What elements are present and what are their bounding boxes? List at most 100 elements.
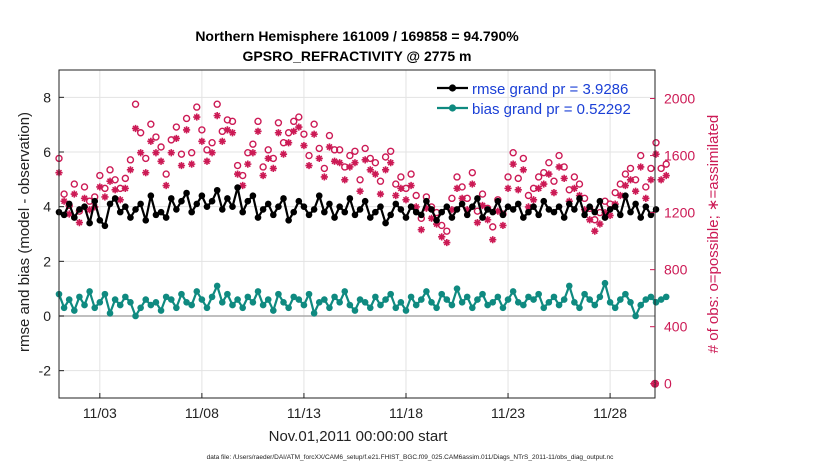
bias-point	[642, 296, 650, 303]
obs-assimilated-point	[499, 221, 507, 230]
rmse-point	[402, 214, 410, 221]
obs-assimilated-point	[412, 203, 420, 211]
obs-assimilated-point	[279, 150, 288, 158]
bias-point	[443, 296, 451, 303]
rmse-point	[448, 214, 456, 221]
obs-assimilated-point	[381, 166, 390, 174]
rmse-point	[499, 211, 507, 219]
bias-point	[622, 290, 629, 298]
series-obs-assimilated	[55, 112, 670, 247]
rmse-point	[463, 211, 471, 219]
rmse-point	[361, 197, 369, 205]
obs-possible-point	[448, 194, 456, 203]
rmse-point	[514, 200, 522, 208]
bias-point	[229, 301, 236, 309]
rmse-point	[178, 197, 185, 205]
obs-assimilated-point	[478, 201, 487, 210]
x-axis-label: Nov.01,2011 00:00:00 start	[269, 428, 449, 445]
obs-assimilated-point	[310, 130, 318, 138]
y-tick-label: 0	[43, 308, 51, 324]
obs-possible-point	[443, 227, 451, 235]
obs-assimilated-point	[366, 166, 374, 174]
obs-assimilated-point	[147, 137, 155, 145]
bias-point	[520, 301, 527, 309]
rmse-point	[428, 206, 435, 213]
series-rmse	[55, 184, 660, 230]
bias-point	[581, 290, 588, 298]
obs-assimilated-point	[315, 154, 323, 163]
bias-point	[270, 307, 277, 314]
bias-point	[183, 299, 190, 306]
bias-point	[198, 296, 206, 303]
rmse-point	[91, 197, 99, 205]
chart-title-line2: GPSRO_REFRACTIVITY @ 2775 m	[243, 48, 472, 64]
obs-assimilated-point	[116, 196, 124, 204]
obs-assimilated-point	[560, 174, 568, 182]
rmse-point	[525, 208, 532, 216]
obs-assimilated-point	[152, 149, 160, 157]
rmse-point	[576, 195, 583, 202]
obs-possible-point	[126, 156, 135, 164]
obs-possible-point	[657, 164, 665, 173]
rmse-point	[239, 208, 246, 216]
rmse-point	[198, 192, 206, 200]
bias-point	[285, 304, 292, 312]
obs-possible-point	[545, 158, 553, 167]
obs-assimilated-point	[443, 238, 451, 247]
series-obs-possible	[55, 100, 670, 235]
rmse-point	[208, 197, 216, 205]
rmse-point	[173, 206, 180, 213]
legend-bias-label: bias grand pr = 0.52292	[472, 101, 631, 118]
bias-point	[576, 304, 583, 312]
obs-assimilated-point	[453, 184, 461, 192]
obs-assimilated-point	[504, 184, 512, 192]
rmse-point	[494, 197, 502, 205]
rmse-point	[591, 208, 599, 216]
obs-assimilated-point	[126, 166, 135, 174]
bias-point	[545, 299, 553, 306]
rmse-point	[203, 203, 211, 210]
obs-assimilated-point	[336, 159, 344, 167]
obs-assimilated-point	[96, 183, 104, 191]
bias-point	[81, 301, 88, 309]
bias-point	[127, 299, 134, 306]
obs-assimilated-point	[535, 184, 543, 192]
bias-point	[361, 299, 369, 306]
rmse-point	[346, 195, 354, 202]
rmse-point	[550, 208, 558, 216]
rmse-point	[581, 211, 588, 219]
obs-assimilated-point	[137, 149, 145, 157]
obs-assimilated-point	[254, 127, 262, 135]
obs-assimilated-point	[647, 176, 655, 184]
rmse-point	[295, 197, 303, 205]
bias-point	[249, 299, 257, 306]
obs-possible-point	[468, 168, 477, 177]
rmse-point	[111, 195, 119, 202]
bias-point	[254, 288, 262, 295]
rmse-point	[632, 200, 639, 208]
bias-point	[550, 293, 558, 301]
x-tick-label: 11/03	[83, 405, 117, 421]
rmse-point	[535, 211, 542, 219]
rmse-point	[606, 206, 614, 213]
rmse-point	[270, 211, 277, 219]
obs-possible-point	[351, 147, 359, 155]
bias-point	[392, 304, 400, 312]
obs-assimilated-point	[637, 163, 645, 171]
obs-assimilated-point	[157, 157, 165, 165]
x-tick-label: 11/08	[185, 405, 219, 421]
obs-assimilated-point	[101, 193, 109, 201]
obs-assimilated-point	[662, 171, 670, 180]
obs-assimilated-point	[233, 170, 242, 178]
obs-possible-point	[152, 133, 160, 141]
rmse-point	[254, 214, 262, 221]
rmse-point	[167, 195, 175, 202]
bias-point	[326, 304, 333, 312]
rmse-point	[137, 200, 144, 208]
bias-point	[606, 299, 614, 306]
x-tick-label: 11/28	[593, 405, 627, 421]
bias-point	[132, 312, 139, 320]
obs-assimilated-point	[182, 126, 191, 134]
obs-possible-point	[187, 149, 196, 157]
rmse-point	[218, 206, 226, 213]
